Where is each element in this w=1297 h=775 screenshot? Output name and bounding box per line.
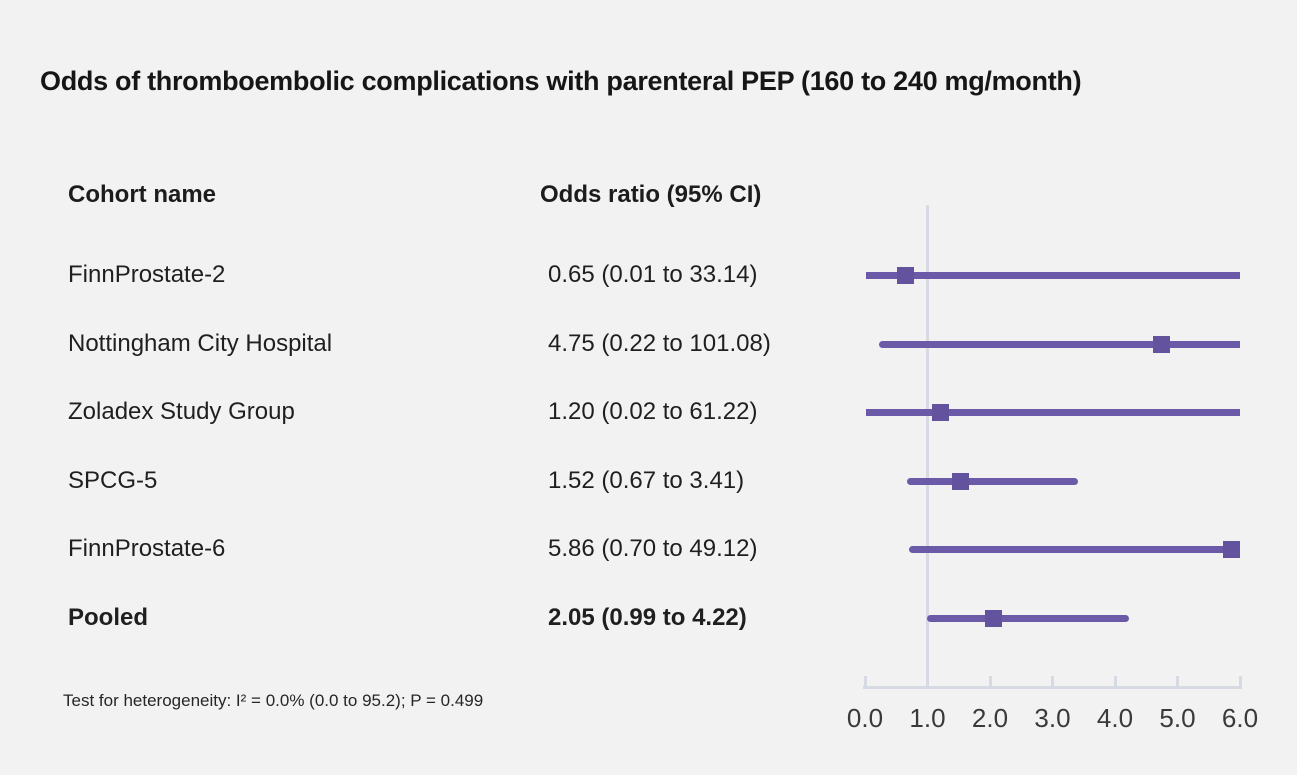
- x-axis-tick-label: 4.0: [1096, 703, 1134, 733]
- odds-ratio-value: 1.52 (0.67 to 3.41): [548, 467, 745, 494]
- column-header-cohort: Cohort name: [68, 181, 217, 208]
- confidence-interval-bar: [866, 408, 1240, 416]
- column-header-odds-ratio: Odds ratio (95% CI): [540, 181, 762, 208]
- odds-ratio-value: 4.75 (0.22 to 101.08): [548, 330, 771, 357]
- odds-ratio-value: 1.20 (0.02 to 61.22): [548, 398, 758, 425]
- figure-title: Odds of thromboembolic complications wit…: [40, 66, 1082, 96]
- odds-ratio-marker: [951, 472, 969, 490]
- confidence-interval-bar: [878, 340, 1240, 348]
- confidence-interval-bar: [926, 614, 1129, 622]
- x-axis-tick-label: 5.0: [1159, 703, 1196, 733]
- cohort-name: Nottingham City Hospital: [68, 330, 333, 357]
- odds-ratio-value: 0.65 (0.01 to 33.14): [548, 261, 758, 288]
- x-axis-line: [863, 686, 1242, 689]
- cohort-name: Zoladex Study Group: [68, 398, 295, 425]
- x-axis-tick: [1238, 676, 1242, 686]
- cohort-name: Pooled: [68, 604, 149, 631]
- cohort-name: SPCG-5: [68, 467, 158, 494]
- confidence-interval-bar: [908, 545, 1240, 553]
- odds-ratio-marker: [897, 266, 915, 284]
- confidence-interval-bar: [865, 271, 1240, 279]
- cohort-name: FinnProstate-2: [68, 261, 226, 288]
- x-axis-tick-label: 2.0: [971, 703, 1009, 733]
- x-axis-tick-label: 6.0: [1221, 703, 1259, 733]
- confidence-interval-bar: [906, 477, 1079, 485]
- x-axis-tick: [1113, 676, 1117, 686]
- odds-ratio-marker: [1153, 335, 1171, 353]
- x-axis-tick: [1051, 676, 1054, 686]
- reference-line-or-1: [926, 205, 929, 689]
- x-axis-tick: [926, 676, 929, 686]
- odds-ratio-marker: [931, 403, 949, 421]
- x-axis-tick: [1176, 676, 1179, 686]
- x-axis-tick-label: 3.0: [1034, 703, 1071, 733]
- x-axis-tick: [863, 676, 867, 686]
- x-axis-tick-label: 1.0: [909, 703, 946, 733]
- cohort-name: FinnProstate-6: [68, 535, 226, 562]
- odds-ratio-marker: [1222, 540, 1240, 558]
- odds-ratio-marker: [984, 609, 1002, 627]
- x-axis-tick: [988, 676, 992, 686]
- odds-ratio-value: 5.86 (0.70 to 49.12): [548, 535, 758, 562]
- x-axis-tick-label: 0.0: [846, 703, 884, 733]
- odds-ratio-value: 2.05 (0.99 to 4.22): [548, 604, 747, 631]
- heterogeneity-note: Test for heterogeneity: I² = 0.0% (0.0 t…: [63, 691, 484, 710]
